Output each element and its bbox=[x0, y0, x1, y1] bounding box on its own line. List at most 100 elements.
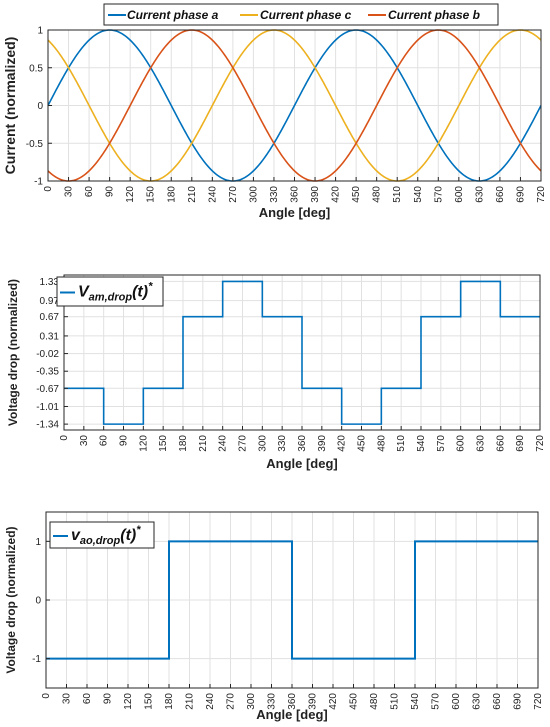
x-tick-label: 540 bbox=[413, 186, 424, 203]
x-tick-label: 210 bbox=[198, 435, 209, 452]
x-tick-label: 510 bbox=[390, 693, 401, 710]
series-line-2 bbox=[47, 29, 542, 182]
x-tick-label: 30 bbox=[64, 186, 75, 198]
x-tick-label: 30 bbox=[79, 435, 90, 447]
x-tick-label: 30 bbox=[62, 693, 73, 705]
x-tick-label: 360 bbox=[290, 186, 301, 203]
x-tick-label: 60 bbox=[99, 435, 110, 447]
x-tick-label: 210 bbox=[187, 186, 198, 203]
x-tick-label: 570 bbox=[433, 186, 444, 203]
x-tick-label: 180 bbox=[178, 435, 189, 452]
x-tick-label: 630 bbox=[472, 693, 483, 710]
x-tick-label: 120 bbox=[138, 435, 149, 452]
y-tick-label: -1 bbox=[32, 654, 41, 665]
x-tick-label: 360 bbox=[297, 435, 308, 452]
y-axis-label: Voltage drop (normalized) bbox=[4, 526, 18, 673]
legend-entry-label: vao,drop(t)* bbox=[71, 524, 141, 547]
x-tick-label: 150 bbox=[146, 186, 157, 203]
x-tick-label: 630 bbox=[476, 435, 487, 452]
panel-1: 0 30 60 90 120 150 180 210 240 270 300 330 360 390 420… bbox=[2, 3, 547, 220]
x-axis-label: Angle [deg] bbox=[266, 456, 338, 471]
x-tick-label: 510 bbox=[392, 186, 403, 203]
y-axis-label: Voltage drop (normalized) bbox=[6, 279, 20, 426]
legend-entry-label: Current phase c bbox=[260, 8, 352, 22]
x-tick-label: 150 bbox=[158, 435, 169, 452]
x-tick-label: 60 bbox=[82, 693, 93, 705]
x-tick-label: 0 bbox=[43, 186, 54, 192]
x-tick-label: 270 bbox=[226, 693, 237, 710]
x-tick-label: 690 bbox=[515, 435, 526, 452]
x-tick-label: 600 bbox=[451, 693, 462, 710]
y-axis-label: Current (normalized) bbox=[2, 37, 18, 175]
x-tick-label: 690 bbox=[515, 186, 526, 203]
x-tick-label: 90 bbox=[103, 693, 114, 705]
y-tick-label: 0.5 bbox=[29, 63, 43, 74]
series-line-3 bbox=[47, 29, 542, 182]
x-tick-label: 210 bbox=[185, 693, 196, 710]
panel-2: 0 30 60 90 120 150 180 210 240 270 300 330 360 390 420… bbox=[6, 274, 546, 471]
x-tick-label: 480 bbox=[369, 693, 380, 710]
panel-3: 0 30 60 90 120 150 180 210 240 270 300 330 360 390 420… bbox=[4, 511, 544, 722]
x-tick-label: 240 bbox=[218, 435, 229, 452]
x-tick-label: 270 bbox=[228, 186, 239, 203]
x-tick-label: 390 bbox=[308, 693, 319, 710]
y-tick-label: -1.01 bbox=[36, 402, 59, 413]
x-tick-label: 90 bbox=[105, 186, 116, 198]
x-tick-label: 720 bbox=[535, 435, 546, 452]
y-tick-label: -0.67 bbox=[36, 384, 59, 395]
x-tick-label: 660 bbox=[492, 693, 503, 710]
x-axis-label: Angle [deg] bbox=[259, 205, 331, 220]
x-tick-label: 240 bbox=[207, 186, 218, 203]
x-tick-label: 450 bbox=[351, 186, 362, 203]
x-tick-label: 660 bbox=[495, 435, 506, 452]
x-tick-label: 300 bbox=[257, 435, 268, 452]
x-tick-label: 630 bbox=[474, 186, 485, 203]
y-tick-label: 0.97 bbox=[40, 296, 60, 307]
legend: vao,drop(t)* bbox=[49, 521, 155, 549]
x-tick-label: 120 bbox=[123, 693, 134, 710]
y-tick-label: 1 bbox=[37, 26, 43, 37]
series-line-1 bbox=[64, 280, 540, 425]
x-tick-label: 120 bbox=[125, 186, 136, 203]
x-tick-label: 720 bbox=[533, 693, 544, 710]
x-tick-label: 330 bbox=[277, 435, 288, 452]
x-tick-label: 390 bbox=[317, 435, 328, 452]
x-tick-label: 450 bbox=[357, 435, 368, 452]
legend: Current phase a Current phase c Current ph… bbox=[103, 3, 499, 26]
x-tick-label: 540 bbox=[416, 435, 427, 452]
x-tick-label: 570 bbox=[431, 693, 442, 710]
x-axis-label: Angle [deg] bbox=[256, 707, 328, 722]
y-tick-label: -1 bbox=[34, 177, 43, 188]
y-tick-label: -1.34 bbox=[36, 420, 59, 431]
x-tick-label: 450 bbox=[349, 693, 360, 710]
x-tick-label: 180 bbox=[164, 693, 175, 710]
x-tick-label: 480 bbox=[376, 435, 387, 452]
legend-entry-label: Current phase a bbox=[127, 8, 219, 22]
series-line-1 bbox=[47, 29, 542, 182]
x-tick-label: 270 bbox=[238, 435, 249, 452]
x-tick-label: 720 bbox=[536, 186, 547, 203]
x-tick-label: 420 bbox=[331, 186, 342, 203]
legend-entry-label: Current phase b bbox=[388, 8, 480, 22]
x-tick-label: 300 bbox=[248, 186, 259, 203]
x-tick-label: 0 bbox=[41, 693, 52, 699]
x-tick-label: 420 bbox=[337, 435, 348, 452]
x-tick-label: 660 bbox=[495, 186, 506, 203]
x-tick-label: 420 bbox=[328, 693, 339, 710]
x-tick-label: 0 bbox=[59, 435, 70, 441]
x-tick-label: 390 bbox=[310, 186, 321, 203]
y-tick-label: 1.33 bbox=[40, 277, 60, 288]
x-tick-label: 480 bbox=[372, 186, 383, 203]
x-tick-label: 90 bbox=[119, 435, 130, 447]
legend: Vam,drop(t)* bbox=[56, 276, 164, 307]
y-tick-label: 0.31 bbox=[40, 331, 60, 342]
y-tick-label: -0.35 bbox=[36, 367, 59, 378]
x-tick-label: 330 bbox=[267, 693, 278, 710]
y-tick-label: -0.02 bbox=[36, 349, 59, 360]
x-tick-label: 60 bbox=[84, 186, 95, 198]
x-tick-label: 600 bbox=[456, 435, 467, 452]
y-tick-label: 0.67 bbox=[40, 312, 60, 323]
x-tick-label: 180 bbox=[166, 186, 177, 203]
y-tick-label: -0.5 bbox=[26, 139, 44, 150]
